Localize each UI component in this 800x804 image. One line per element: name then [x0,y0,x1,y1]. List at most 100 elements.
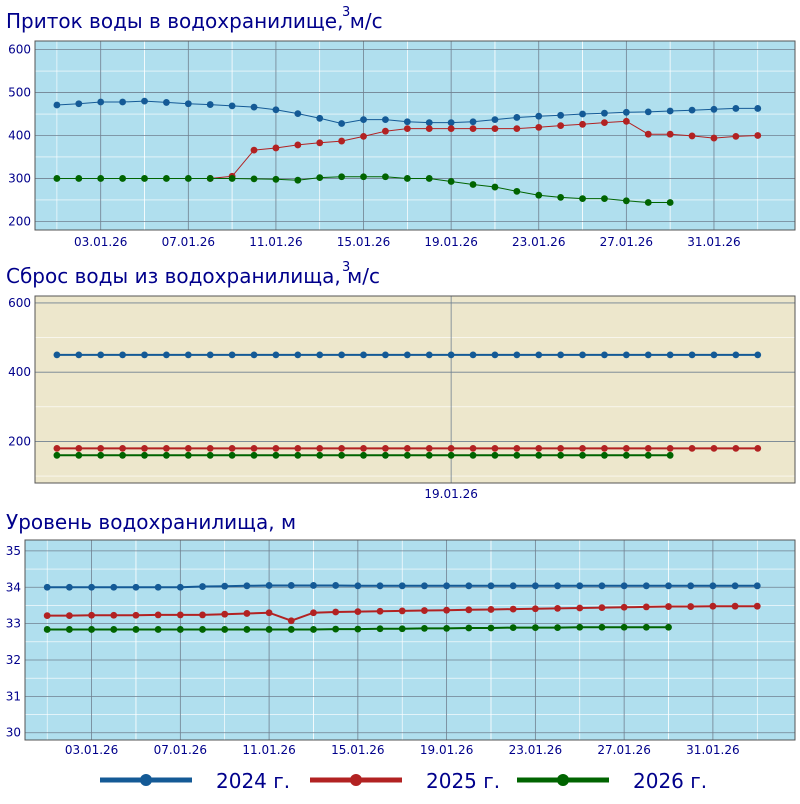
data-point [206,175,214,182]
data-point [250,103,258,111]
data-point [403,444,411,452]
data-point [265,582,273,589]
data-point [141,444,148,452]
data-point [687,582,695,590]
data-point [310,626,317,633]
chart-title: Уровень водохранилища, м [6,510,296,534]
data-point [110,583,118,591]
data-point [43,583,51,591]
y-tick-label: 31 [6,689,21,703]
data-point [576,582,584,590]
data-point [294,451,302,459]
data-point [382,127,389,135]
data-point [598,604,606,612]
data-point [360,351,367,359]
y-tick-label: 300 [8,171,31,185]
data-point [491,351,499,359]
data-point [622,351,630,359]
series-2026 [53,173,674,206]
data-point [382,351,389,359]
data-point [576,604,584,612]
data-point [710,351,718,359]
data-point [360,444,367,452]
data-point [665,623,672,631]
x-tick-label: 31.01.26 [686,743,739,757]
data-point [272,175,280,183]
data-point [579,444,586,452]
data-point [469,125,477,133]
data-point [710,444,718,452]
data-point [754,444,762,452]
data-point [447,451,455,459]
data-point [75,100,83,108]
x-tick-label: 11.01.26 [242,743,295,757]
data-point [221,582,229,590]
data-point [199,583,206,590]
data-point [465,606,473,614]
data-point [620,623,628,631]
data-point [338,451,346,459]
y-tick-label: 33 [6,617,21,631]
series-2026 [53,451,674,459]
data-point [287,582,295,589]
series-2024 [43,582,761,591]
data-point [360,173,367,181]
data-point [376,607,384,615]
data-point [250,451,258,459]
y-tick-label: 200 [8,214,31,228]
data-point [97,451,105,459]
data-point [753,582,761,590]
data-point [513,125,521,133]
y-tick-label: 200 [8,434,31,448]
data-point [398,607,406,615]
data-point [119,351,127,359]
data-point [132,626,140,633]
y-tick-label: 35 [6,544,21,558]
data-point [421,624,428,632]
plot-frame [34,40,796,231]
data-point [644,444,652,452]
legend-label: 2026 г. [633,769,707,793]
data-point [294,176,302,184]
legend-swatch-marker [350,774,362,786]
data-point [250,175,258,183]
data-point [421,607,428,614]
data-point [554,582,561,590]
data-point [601,119,608,127]
legend-swatch-marker [557,774,569,786]
data-point [491,125,499,133]
data-point [316,451,324,459]
data-point [644,351,652,359]
x-tick-label: 03.01.26 [65,743,118,757]
data-point [376,625,384,633]
data-point [622,444,630,452]
data-point [97,98,105,106]
data-point [535,123,543,131]
data-point [110,611,118,619]
data-point [465,624,473,632]
data-point [332,625,340,633]
y-tick-label: 400 [8,129,31,143]
data-point [228,102,236,110]
series-2026 [43,623,672,633]
data-point [141,97,148,105]
x-tick-label: 19.01.26 [424,487,477,501]
data-point [141,351,148,359]
data-point [163,99,170,106]
y-tick-label: 34 [6,580,21,594]
data-point [65,583,73,591]
series-2024 [53,97,762,127]
legend-label: 2025 г. [426,769,500,793]
legend-swatch-marker [140,774,152,786]
x-tick-label: 27.01.26 [597,743,650,757]
data-point [644,108,652,116]
data-point [243,626,251,633]
data-point [535,451,543,459]
data-point [360,116,367,124]
data-point [513,114,521,121]
data-point [732,105,740,112]
data-point [163,175,170,182]
data-point [554,604,561,612]
data-point [43,612,51,620]
